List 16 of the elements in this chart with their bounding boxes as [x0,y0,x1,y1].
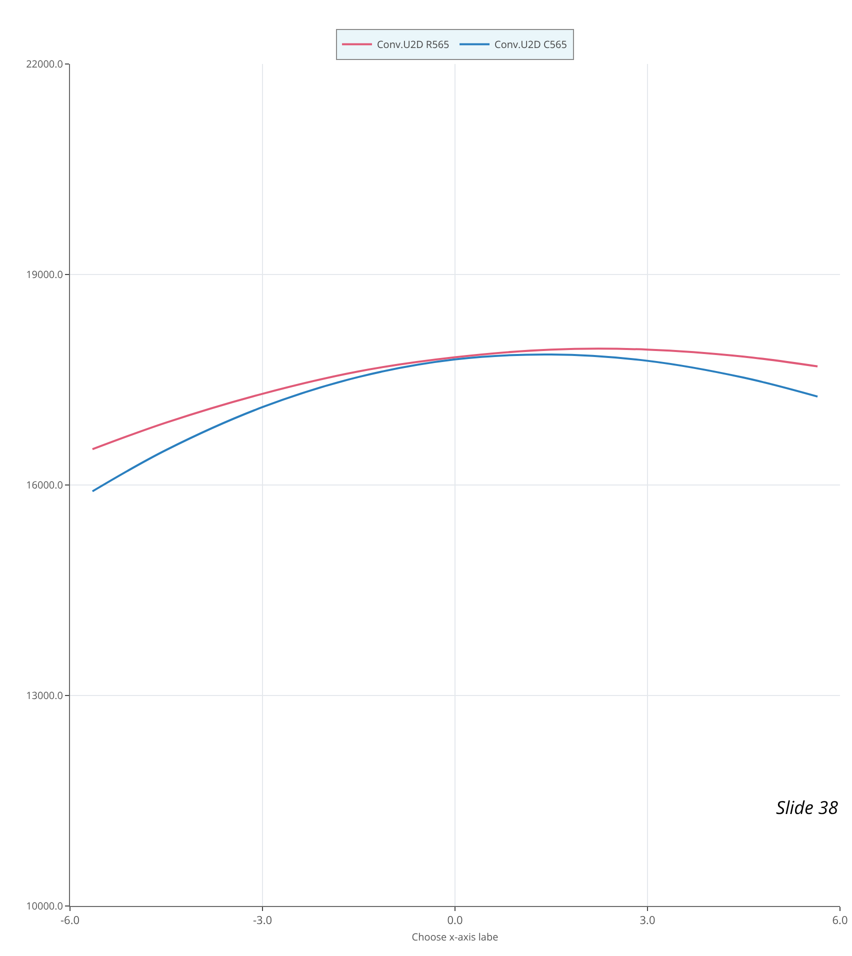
annotation: Slide 38 [776,796,838,820]
x-tick-label: -6.0 [60,913,80,928]
legend-label: Conv.U2D C565 [494,37,568,52]
x-tick-label: 3.0 [640,913,656,928]
x-tick-label: 6.0 [832,913,848,928]
legend-label: Conv.U2D R565 [377,37,450,52]
y-tick-label: 19000.0 [26,267,64,281]
y-tick-label: 13000.0 [26,688,64,702]
x-tick-label: 0.0 [447,913,463,928]
y-tick-label: 16000.0 [26,478,64,492]
x-tick-label: -3.0 [252,913,272,928]
line-series [91,353,819,492]
y-tick-label: 22000.0 [26,56,64,70]
line-series [91,348,819,450]
x-axis-title: Choose x-axis labe [412,930,499,944]
y-tick-label: 10000.0 [26,898,64,912]
